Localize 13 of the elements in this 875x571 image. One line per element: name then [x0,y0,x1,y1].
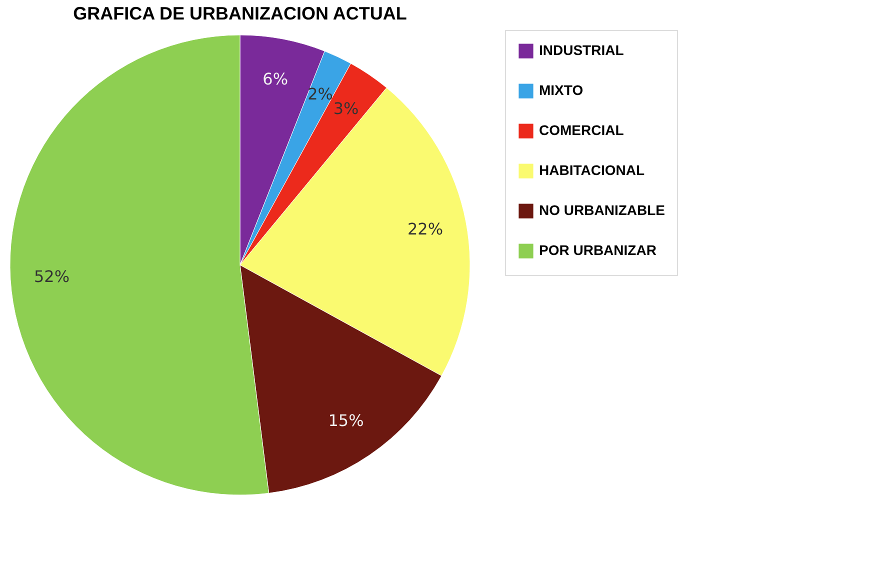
data-label: 15% [328,410,364,430]
legend-label: INDUSTRIAL [539,42,624,58]
legend-label: COMERCIAL [539,122,624,138]
chart-title: GRAFICA DE URBANIZACION ACTUAL [73,4,407,24]
data-label: 6% [262,70,288,89]
data-label: 52% [34,266,70,286]
legend-label: POR URBANIZAR [539,242,656,258]
data-label: 2% [308,84,333,104]
legend-label: NO URBANIZABLE [539,202,665,218]
data-label: 22% [407,220,444,239]
legend-label: HABITACIONAL [539,162,645,178]
data-label: 3% [333,99,359,118]
legend-label: MIXTO [539,82,584,98]
